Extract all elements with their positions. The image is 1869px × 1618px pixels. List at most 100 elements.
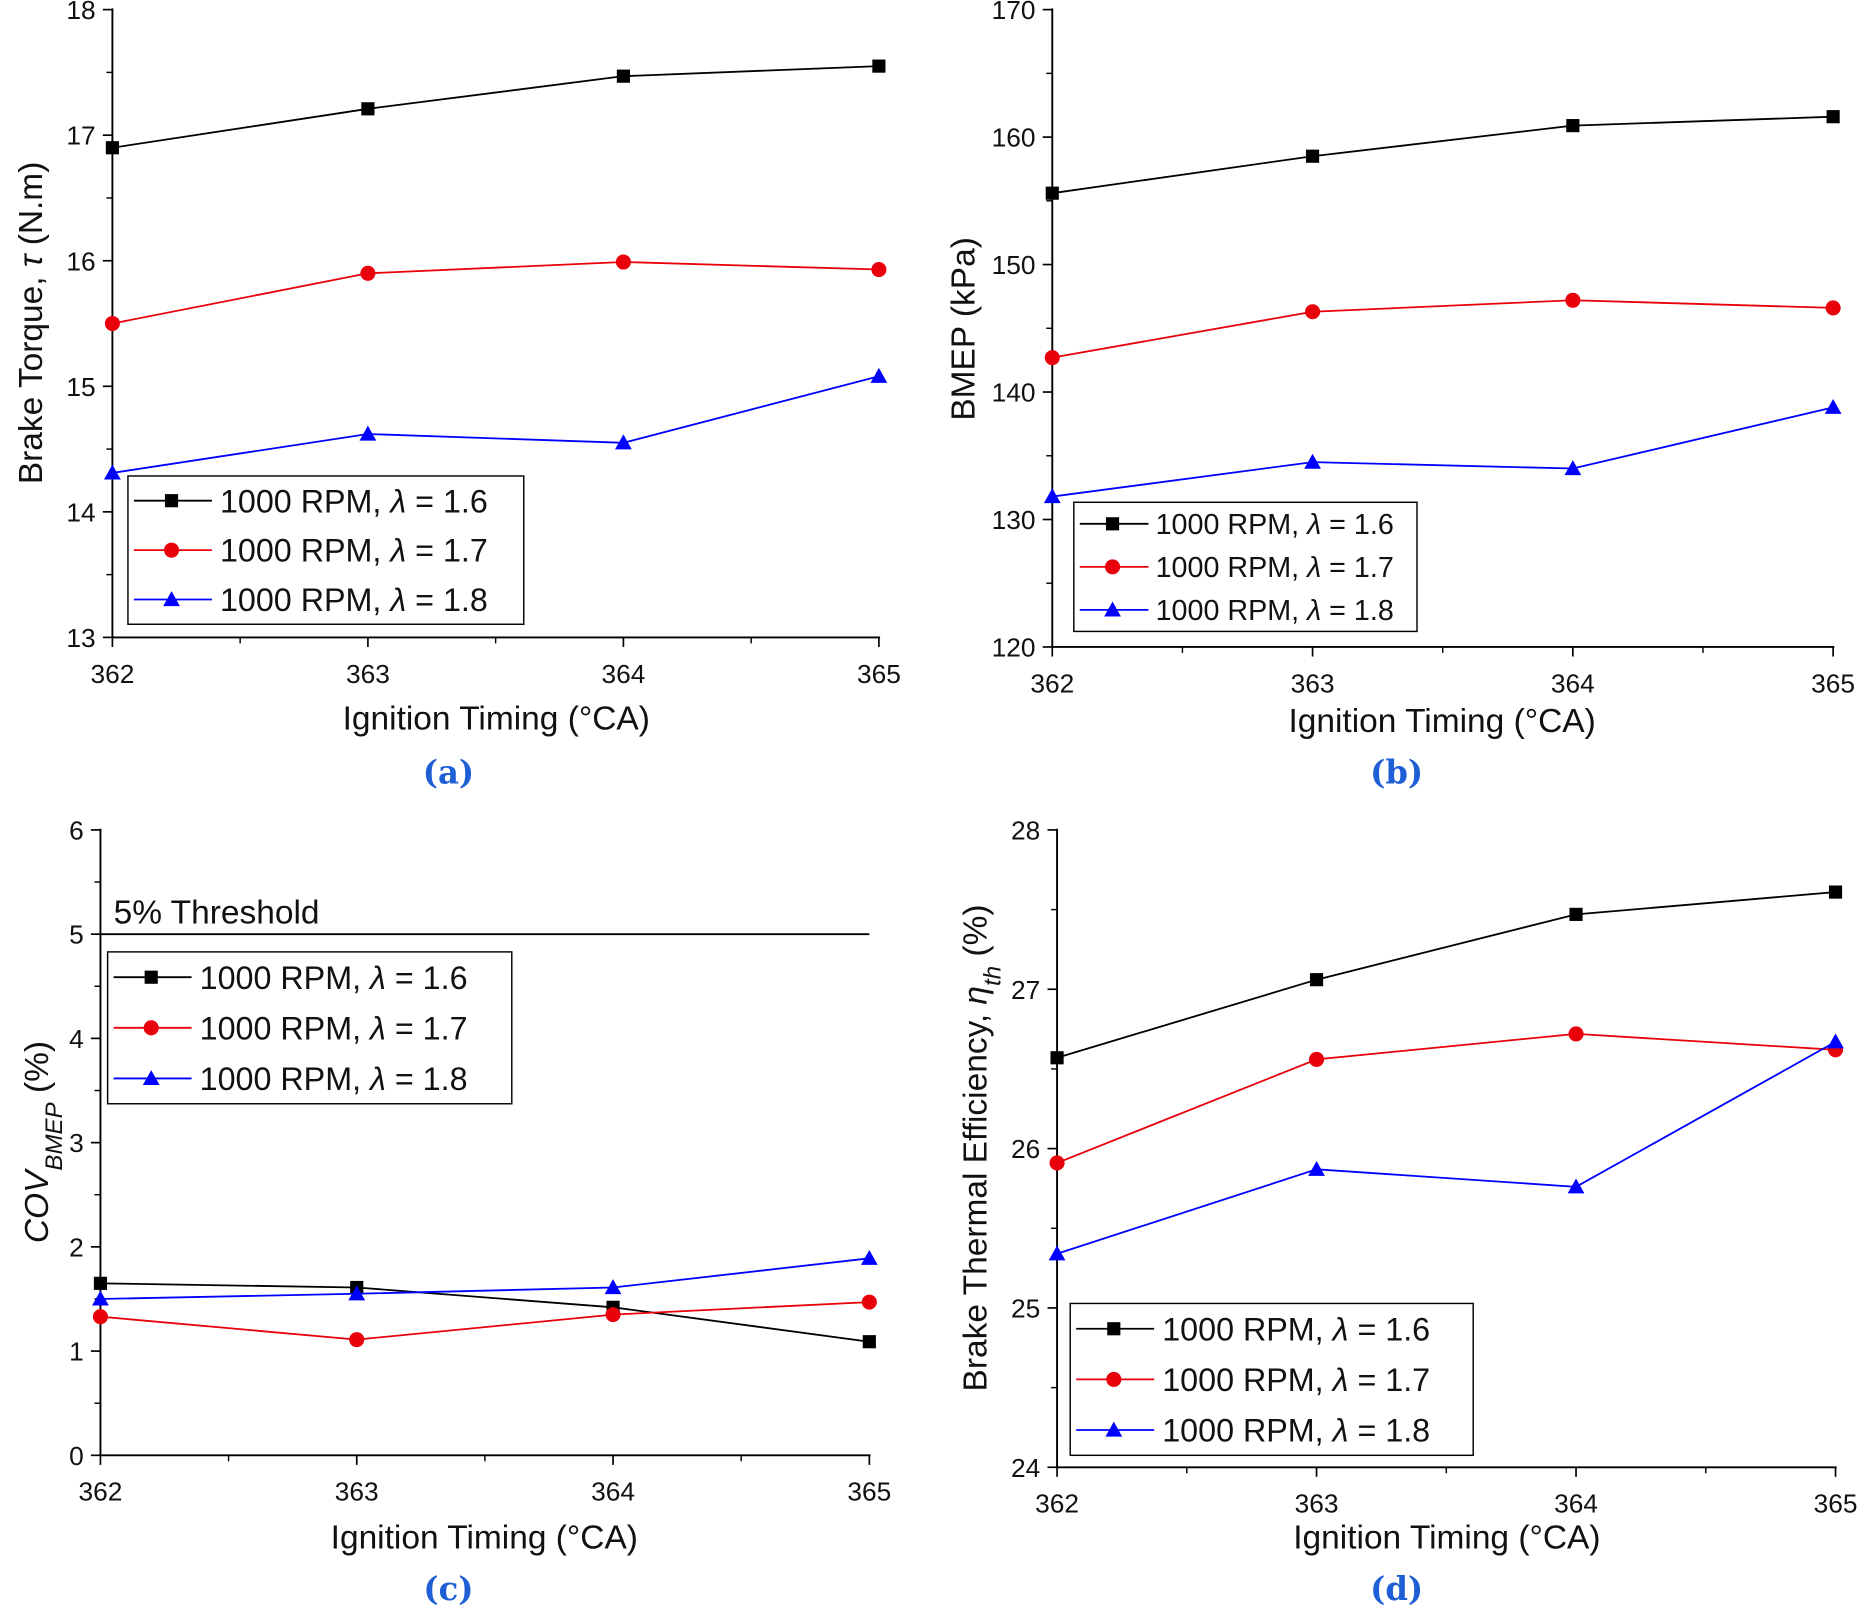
text-span: 1000 RPM, bbox=[220, 483, 390, 519]
legend-marker bbox=[1105, 559, 1121, 575]
legend-marker bbox=[142, 1070, 160, 1086]
text-span: BMEP (kPa) bbox=[946, 237, 983, 421]
series-triangle bbox=[1043, 398, 1842, 504]
series-square bbox=[105, 59, 886, 155]
data-point bbox=[1828, 885, 1843, 899]
series-square bbox=[1050, 885, 1843, 1065]
chart-panel-d: 362 363 364 365 24 25 26 27 28 Ignition Timing (°… bbox=[958, 815, 1858, 1608]
text-span: 1000 RPM, bbox=[200, 960, 370, 996]
y-tick-label: 26 bbox=[1011, 1134, 1040, 1164]
y-tick-label: 0 bbox=[69, 1441, 84, 1471]
data-point bbox=[862, 1335, 876, 1349]
x-tick-label: 362 bbox=[1035, 1489, 1079, 1519]
legend-label: 1000 RPM, λ = 1.7 bbox=[1156, 552, 1394, 584]
text-span: η bbox=[958, 986, 995, 1005]
text-span: 1000 RPM, bbox=[1162, 1362, 1332, 1398]
data-point bbox=[104, 464, 121, 480]
text-span: 1000 RPM, bbox=[1162, 1413, 1332, 1449]
series-triangle bbox=[104, 367, 888, 480]
data-point bbox=[360, 265, 376, 281]
series-line bbox=[1052, 299, 1834, 359]
data-point bbox=[870, 367, 888, 383]
text-span: BMEP bbox=[40, 1102, 67, 1170]
text-span: = 1.7 bbox=[406, 533, 488, 569]
text-span: 1000 RPM, bbox=[1156, 552, 1307, 584]
series-line bbox=[100, 1301, 870, 1341]
legend-label: 1000 RPM, λ = 1.6 bbox=[200, 960, 468, 996]
y-tick-label: 120 bbox=[992, 633, 1036, 663]
chart-panel-a: 362 363 364 365 13 14 15 16 17 18 Ignition Timing … bbox=[13, 0, 901, 791]
legend-marker bbox=[164, 542, 180, 558]
x-tick-label: 364 bbox=[601, 659, 645, 689]
data-point bbox=[1564, 460, 1582, 476]
series-line bbox=[1056, 1041, 1836, 1255]
text-span: λ bbox=[1305, 552, 1321, 584]
x-tick-label: 363 bbox=[1291, 668, 1335, 698]
legend-label: 1000 RPM, λ = 1.8 bbox=[200, 1061, 468, 1097]
series-triangle bbox=[92, 1249, 878, 1306]
text-span: λ bbox=[368, 1010, 386, 1046]
text-span: COV bbox=[19, 1168, 56, 1243]
data-point bbox=[93, 1276, 108, 1290]
threshold-label: 5% Threshold bbox=[114, 894, 320, 931]
chart-panel-c: 362 363 364 365 0 1 2 3 4 5 6 Ignition Timing (°CA)… bbox=[19, 815, 891, 1608]
y-tick-label: 24 bbox=[1011, 1453, 1040, 1483]
y-tick-label: 3 bbox=[69, 1128, 84, 1158]
data-point bbox=[872, 59, 886, 73]
legend-label: 1000 RPM, λ = 1.6 bbox=[1156, 509, 1394, 541]
y-tick-label: 27 bbox=[1011, 975, 1040, 1005]
y-tick-label: 1 bbox=[69, 1337, 84, 1367]
text-span: 1000 RPM, bbox=[200, 1010, 370, 1046]
data-point bbox=[860, 1249, 878, 1265]
data-point bbox=[1049, 1155, 1065, 1171]
x-axis-label: Ignition Timing (°CA) bbox=[1293, 1520, 1600, 1557]
data-point bbox=[361, 102, 375, 116]
text-span: = 1.8 bbox=[1349, 1413, 1431, 1449]
text-span: 1000 RPM, bbox=[1156, 595, 1307, 627]
data-point bbox=[105, 141, 119, 155]
y-tick-label: 15 bbox=[66, 372, 95, 402]
x-axis-label: Ignition Timing (°CA) bbox=[1288, 703, 1595, 740]
y-tick-label: 140 bbox=[992, 378, 1036, 408]
data-point bbox=[1050, 1051, 1064, 1065]
y-tick-label: 6 bbox=[69, 815, 84, 845]
legend-marker bbox=[163, 591, 180, 607]
text-span: λ bbox=[1331, 1413, 1349, 1449]
text-span: = 1.7 bbox=[1321, 552, 1394, 584]
text-span: = 1.8 bbox=[1321, 595, 1394, 627]
y-tick-label: 130 bbox=[992, 505, 1036, 535]
series-circle bbox=[104, 254, 887, 332]
text-span: = 1.6 bbox=[1321, 509, 1394, 541]
y-axis-label: Brake Torque, τ (N.m) bbox=[13, 162, 50, 485]
series-line bbox=[1052, 115, 1834, 195]
data-point bbox=[348, 1285, 366, 1301]
panel-label: (a) bbox=[423, 753, 474, 791]
text-span: 1000 RPM, bbox=[220, 582, 390, 618]
y-tick-label: 17 bbox=[66, 121, 95, 151]
y-tick-label: 14 bbox=[66, 497, 95, 527]
data-point bbox=[615, 434, 632, 450]
series-line bbox=[112, 65, 879, 149]
text-span: = 1.7 bbox=[386, 1010, 468, 1046]
data-point bbox=[1824, 398, 1842, 414]
legend-label: 1000 RPM, λ = 1.8 bbox=[1156, 595, 1394, 627]
y-tick-label: 160 bbox=[992, 123, 1036, 153]
y-axis-label: Brake Thermal Efficiency, ηth (%) bbox=[958, 905, 1007, 1392]
text-span: = 1.6 bbox=[406, 483, 488, 519]
text-span: λ bbox=[368, 960, 386, 996]
legend-label: 1000 RPM, λ = 1.8 bbox=[1162, 1413, 1430, 1449]
x-tick-label: 363 bbox=[1295, 1489, 1339, 1519]
data-point bbox=[871, 261, 887, 278]
x-tick-label: 364 bbox=[591, 1477, 635, 1507]
data-point bbox=[1308, 1160, 1325, 1176]
text-span: λ bbox=[388, 533, 406, 569]
data-point bbox=[1044, 350, 1060, 366]
data-point bbox=[1309, 973, 1324, 987]
legend-label: 1000 RPM, λ = 1.7 bbox=[1162, 1362, 1430, 1398]
data-point bbox=[104, 315, 120, 332]
y-tick-label: 16 bbox=[66, 246, 95, 276]
data-point bbox=[1304, 453, 1321, 469]
y-axis-label: BMEP (kPa) bbox=[946, 237, 983, 421]
